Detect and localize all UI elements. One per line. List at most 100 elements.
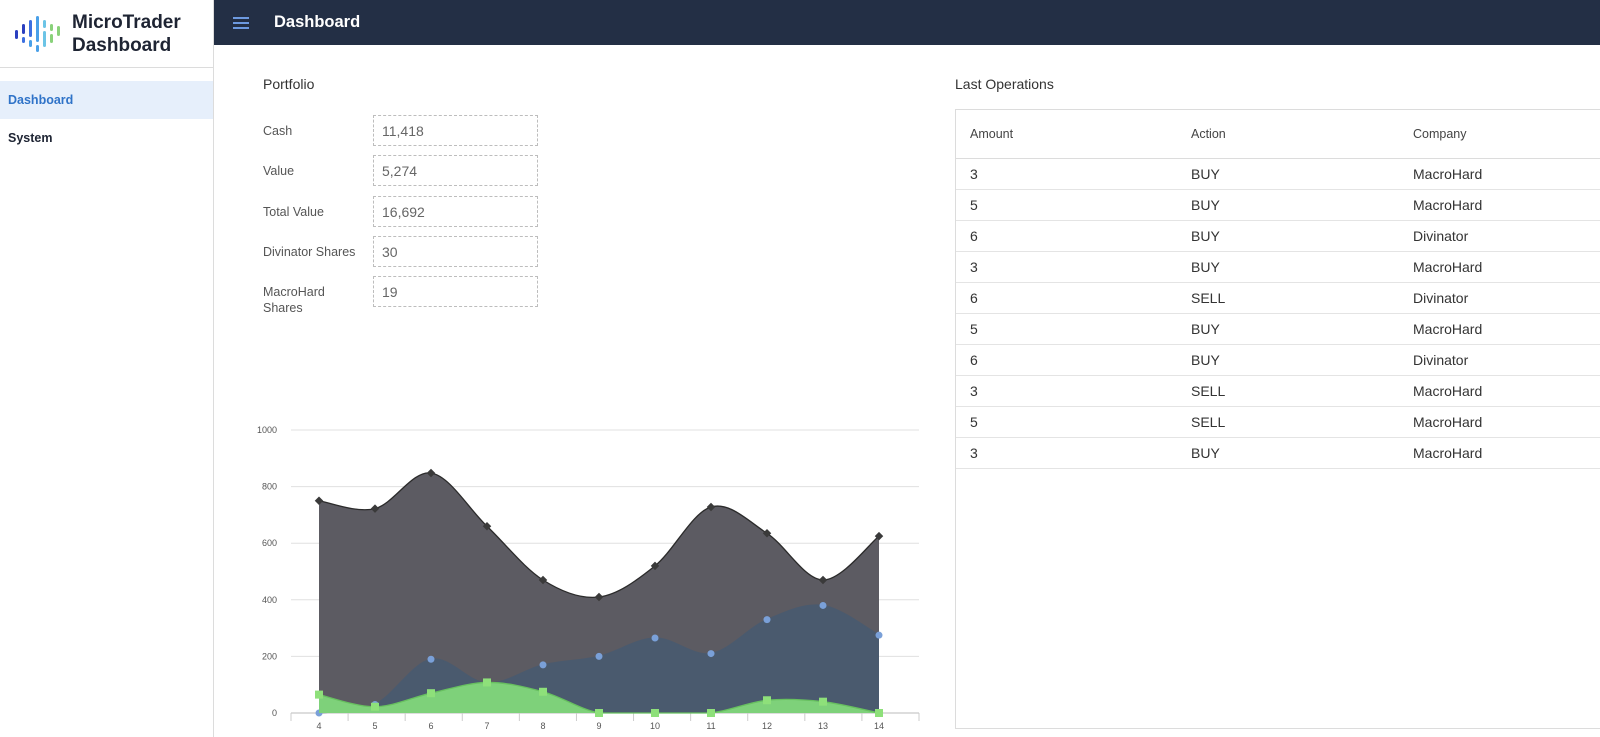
data-point[interactable] (707, 709, 715, 717)
table-row[interactable]: 5 BUY MacroHard (956, 314, 1600, 345)
amount-cell: 3 (970, 166, 978, 182)
action-cell: BUY (1191, 352, 1220, 368)
sidebar: MicroTrader Dashboard Dashboard System (0, 0, 214, 737)
company-cell: MacroHard (1413, 197, 1483, 213)
macrohard-shares-label: MacroHard Shares (263, 285, 325, 315)
x-tick-label: 13 (818, 721, 828, 731)
company-cell: MacroHard (1413, 321, 1483, 337)
sidebar-nav: Dashboard System (0, 81, 213, 157)
column-header-company[interactable]: Company (1413, 127, 1467, 141)
cash-label: Cash (263, 124, 293, 138)
company-cell: Divinator (1413, 290, 1469, 306)
operations-title: Last Operations (955, 76, 1054, 92)
data-point[interactable] (539, 687, 547, 696)
amount-cell: 5 (970, 197, 978, 213)
x-tick-label: 9 (596, 721, 601, 731)
amount-cell: 3 (970, 259, 978, 275)
action-cell: BUY (1191, 197, 1220, 213)
sidebar-item-system[interactable]: System (8, 131, 53, 145)
data-point[interactable] (763, 696, 771, 705)
x-tick-label: 14 (874, 721, 884, 731)
data-point[interactable] (651, 634, 659, 642)
action-cell: SELL (1191, 383, 1226, 399)
page-title: Dashboard (274, 13, 361, 31)
data-point[interactable] (482, 521, 492, 531)
data-point[interactable] (763, 616, 771, 624)
column-header-amount[interactable]: Amount (970, 127, 1014, 141)
table-row[interactable]: 3 BUY MacroHard (956, 159, 1600, 190)
divinator-shares-label: Divinator Shares (263, 245, 356, 259)
x-tick-label: 6 (428, 721, 433, 731)
table-row[interactable]: 3 BUY MacroHard (956, 252, 1600, 283)
table-row[interactable]: 5 SELL MacroHard (956, 407, 1600, 438)
company-cell: MacroHard (1413, 414, 1483, 430)
data-point[interactable] (539, 661, 547, 669)
data-point[interactable] (819, 601, 827, 609)
data-point[interactable] (650, 561, 660, 571)
series-3-area (319, 682, 879, 713)
data-point[interactable] (315, 690, 323, 699)
table-row[interactable]: 3 BUY MacroHard (956, 438, 1600, 469)
data-point[interactable] (819, 697, 827, 706)
portfolio-title: Portfolio (263, 76, 315, 92)
data-point[interactable] (594, 592, 604, 602)
y-tick-label: 400 (262, 595, 277, 605)
brand: MicroTrader Dashboard (0, 0, 213, 68)
y-tick-label: 0 (272, 708, 277, 718)
action-cell: BUY (1191, 228, 1220, 244)
table-row[interactable]: 5 BUY MacroHard (956, 190, 1600, 221)
hamburger-menu-icon[interactable] (233, 16, 249, 30)
company-cell: MacroHard (1413, 383, 1483, 399)
portfolio-chart: 0 200 400 600 800 1000 4 5 6 7 8 9 10 11 12 13 14 (257, 425, 920, 731)
column-header-action[interactable]: Action (1191, 127, 1226, 141)
data-point[interactable] (651, 709, 659, 717)
top-bar: Dashboard (214, 0, 1600, 45)
company-cell: MacroHard (1413, 445, 1483, 461)
total-value-label: Total Value (263, 205, 324, 219)
data-point[interactable] (875, 709, 883, 717)
data-point[interactable] (370, 504, 380, 513)
data-point[interactable] (314, 496, 324, 505)
amount-cell: 5 (970, 321, 978, 337)
sidebar-item-dashboard[interactable]: Dashboard (0, 81, 213, 119)
value-field[interactable] (373, 155, 538, 186)
data-point[interactable] (707, 650, 715, 658)
table-body: 3 BUY MacroHard 5 BUY MacroHard 6 BUY Divinator 3… (956, 159, 1600, 469)
macrohard-shares-field[interactable] (373, 276, 538, 307)
data-point[interactable] (426, 468, 436, 478)
company-cell: Divinator (1413, 228, 1469, 244)
company-cell: MacroHard (1413, 166, 1483, 182)
table-row[interactable]: 6 SELL Divinator (956, 283, 1600, 314)
data-point[interactable] (483, 678, 491, 687)
operations-table: Amount Action Company 3 BUY MacroHard 5 BUY M… (955, 109, 1600, 729)
data-point[interactable] (427, 689, 435, 698)
divinator-shares-field[interactable] (373, 236, 538, 267)
x-tick-label: 7 (484, 721, 489, 731)
x-tick-label: 4 (316, 721, 321, 731)
data-point[interactable] (875, 631, 883, 639)
total-value-field[interactable] (373, 196, 538, 227)
y-tick-label: 600 (262, 538, 277, 548)
x-tick-label: 12 (762, 721, 772, 731)
x-tick-label: 11 (706, 721, 715, 731)
amount-cell: 3 (970, 445, 978, 461)
data-point[interactable] (595, 709, 603, 717)
amount-cell: 5 (970, 414, 978, 430)
table-row[interactable]: 6 BUY Divinator (956, 221, 1600, 252)
table-row[interactable]: 3 SELL MacroHard (956, 376, 1600, 407)
amount-cell: 6 (970, 290, 978, 306)
cash-field[interactable] (373, 115, 538, 146)
data-point[interactable] (371, 702, 379, 711)
app-logo-icon (15, 15, 60, 52)
y-tick-label: 200 (262, 651, 277, 661)
action-cell: SELL (1191, 290, 1226, 306)
x-tick-label: 8 (540, 721, 545, 731)
data-point[interactable] (427, 655, 435, 663)
data-point[interactable] (595, 652, 603, 660)
value-label: Value (263, 164, 295, 178)
action-cell: BUY (1191, 445, 1220, 461)
amount-cell: 6 (970, 352, 978, 368)
company-cell: MacroHard (1413, 259, 1483, 275)
table-row[interactable]: 6 BUY Divinator (956, 345, 1600, 376)
y-tick-label: 800 (262, 482, 277, 492)
